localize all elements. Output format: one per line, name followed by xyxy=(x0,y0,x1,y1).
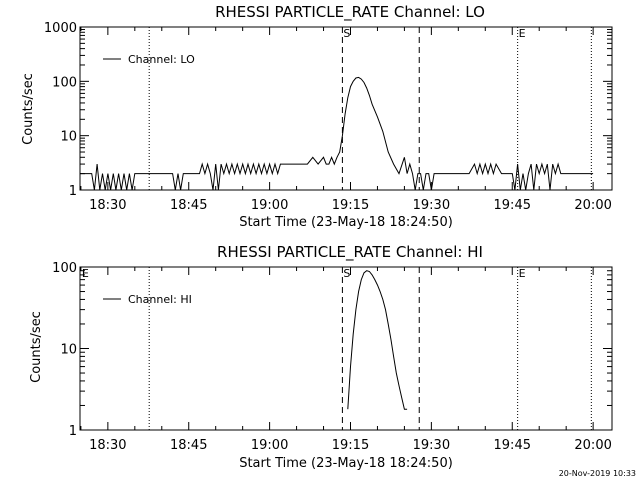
x-tick-label: 18:30 xyxy=(89,198,126,213)
series-line xyxy=(80,76,594,191)
chart-panel-hi: RHESSI PARTICLE_RATE Channel: HI Counts/… xyxy=(29,243,613,471)
y-tick-label: 1 xyxy=(69,184,77,199)
chart-title: RHESSI PARTICLE_RATE Channel: HI xyxy=(217,243,483,262)
y-tick-label: 10 xyxy=(60,130,77,145)
y-tick-label: 1 xyxy=(69,424,77,439)
event-marker-label: E xyxy=(82,267,89,280)
legend: Channel: HI xyxy=(103,293,192,306)
x-tick-label: 18:30 xyxy=(89,438,126,453)
x-tick-label: 19:30 xyxy=(413,438,450,453)
y-axis-label: Counts/sec xyxy=(21,73,36,145)
event-marker-label: E xyxy=(519,267,526,280)
x-axis-label: Start Time (23-May-18 18:24:50) xyxy=(239,456,453,471)
x-tick-label: 19:00 xyxy=(251,438,288,453)
y-tick-label: 100 xyxy=(52,261,77,276)
x-tick-label: 19:15 xyxy=(332,198,369,213)
x-tick-label: 19:00 xyxy=(251,198,288,213)
legend-label: Channel: HI xyxy=(128,293,192,306)
chart-title: RHESSI PARTICLE_RATE Channel: LO xyxy=(215,3,485,22)
y-tick-label: 10 xyxy=(60,343,77,358)
series-line xyxy=(347,270,408,410)
x-tick-label: 19:15 xyxy=(332,438,369,453)
event-marker-label: S xyxy=(343,267,350,280)
x-tick-label: 18:45 xyxy=(170,438,207,453)
y-tick-label: 100 xyxy=(52,75,77,90)
x-axis-label: Start Time (23-May-18 18:24:50) xyxy=(239,215,453,230)
event-marker-label: S xyxy=(343,27,350,40)
chart-panel-lo: RHESSI PARTICLE_RATE Channel: LO Counts/… xyxy=(21,3,613,230)
legend-label: Channel: LO xyxy=(128,53,195,66)
x-tick-label: 19:45 xyxy=(494,438,531,453)
y-tick-label: 1000 xyxy=(44,21,77,36)
plot-frame xyxy=(79,26,613,191)
x-tick-label: 20:00 xyxy=(574,198,611,213)
x-tick-label: 19:45 xyxy=(494,198,531,213)
footer-timestamp: 20-Nov-2019 10:33 xyxy=(559,469,636,478)
y-axis-label: Counts/sec xyxy=(29,311,44,383)
x-tick-label: 19:30 xyxy=(413,198,450,213)
event-marker-label: E xyxy=(519,27,526,40)
legend: Channel: LO xyxy=(103,53,195,66)
x-tick-label: 20:00 xyxy=(574,438,611,453)
x-tick-label: 18:45 xyxy=(170,198,207,213)
